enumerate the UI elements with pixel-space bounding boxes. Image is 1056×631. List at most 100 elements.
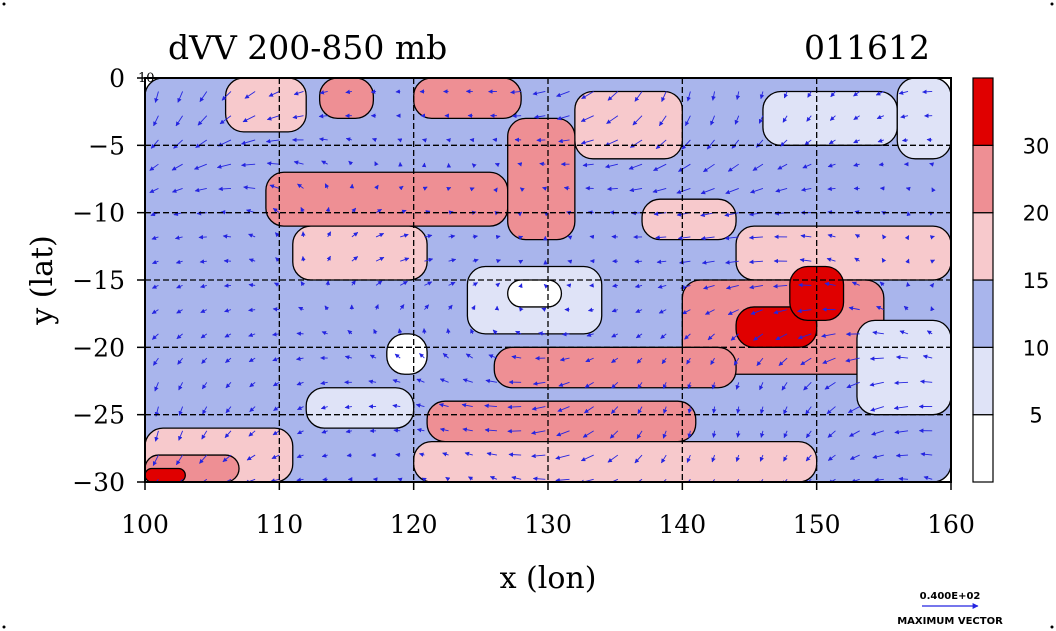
wind-vector: [750, 188, 764, 194]
wind-vector: [266, 161, 280, 166]
vector-key-caption: MAXIMUM VECTOR: [897, 616, 1003, 627]
wind-vector: [736, 406, 741, 414]
wind-vector: [558, 138, 570, 144]
wind-vector: [731, 139, 740, 149]
wind-vector: [828, 139, 836, 145]
wind-vector: [151, 309, 159, 315]
wind-vector: [752, 163, 764, 171]
wind-vector: [175, 115, 183, 127]
wind-vector: [222, 454, 232, 463]
contour-region: [426, 400, 697, 443]
wind-vector: [195, 139, 208, 149]
wind-vector: [345, 89, 352, 95]
wind-vector: [710, 357, 715, 366]
wind-vector: [773, 309, 788, 315]
wind-vector: [580, 139, 594, 145]
wind-vector: [749, 284, 764, 290]
wind-vector: [882, 234, 887, 240]
contour-region: [574, 90, 683, 160]
wind-vector: [178, 382, 184, 391]
wind-vector: [922, 89, 933, 95]
wind-vector: [321, 453, 328, 458]
wind-vector: [300, 281, 306, 287]
wind-vector: [494, 162, 500, 168]
wind-vector: [877, 138, 884, 143]
wind-vector: [711, 382, 716, 390]
vector-key-value: 0.400E+02: [920, 591, 981, 602]
wind-vector: [679, 260, 691, 265]
wind-vector: [324, 305, 330, 311]
wind-vector: [727, 163, 740, 172]
wind-vector: [177, 91, 184, 103]
wind-vector: [853, 115, 860, 120]
wind-vector: [876, 114, 885, 120]
wind-vector: [178, 478, 183, 482]
wind-vector: [710, 115, 715, 126]
wind-vector: [324, 183, 330, 189]
wind-vector: [805, 430, 812, 439]
wind-vector: [563, 186, 570, 191]
wind-vector: [637, 478, 643, 482]
wind-vector: [269, 184, 280, 189]
wind-vector: [541, 307, 547, 312]
x-axis-label: x (lon): [500, 561, 597, 596]
wind-vector: [902, 137, 909, 143]
x-axis: 100 110 120 130 140 150 160: [121, 482, 975, 539]
wind-vector: [171, 188, 183, 193]
wind-vector: [517, 162, 523, 167]
wind-vector: [930, 306, 935, 312]
wind-vector: [398, 185, 404, 191]
wind-vector: [394, 353, 401, 359]
wind-vector: [847, 406, 860, 413]
wind-vector: [244, 91, 256, 99]
wind-vector: [803, 382, 812, 391]
wind-vector: [519, 187, 525, 192]
wind-vector: [344, 404, 352, 410]
wind-vector: [854, 234, 860, 239]
wind-vector: [636, 430, 643, 439]
wind-vector: [446, 328, 451, 334]
wind-vector: [395, 452, 401, 458]
wind-vector: [582, 430, 594, 438]
wind-vector: [374, 184, 379, 190]
wind-vector: [826, 406, 836, 415]
wind-vector: [906, 281, 911, 287]
wind-vector: [707, 333, 715, 341]
wind-vector: [634, 259, 643, 264]
wind-vector: [660, 333, 667, 339]
wind-vector: [659, 115, 667, 127]
wind-vector: [266, 115, 280, 121]
wind-vector: [848, 306, 860, 311]
wind-vector: [415, 403, 425, 408]
wind-vector: [293, 160, 304, 165]
wind-vector: [273, 406, 280, 412]
wind-vector: [152, 454, 159, 466]
wind-vector: [272, 332, 280, 337]
wind-vector: [193, 163, 207, 170]
wind-vector: [370, 89, 377, 94]
wind-vector: [589, 234, 595, 240]
wind-vector: [555, 454, 570, 460]
wind-vector: [827, 163, 836, 168]
wind-vector: [248, 357, 256, 363]
wind-vector: [318, 113, 328, 119]
wind-vector: [853, 162, 860, 167]
wind-vector: [775, 187, 788, 193]
wind-vector: [580, 115, 594, 122]
wind-vector: [297, 183, 304, 189]
wind-vector: [225, 406, 232, 414]
wind-vector: [824, 381, 836, 390]
wind-vector: [678, 163, 691, 172]
wind-vector: [920, 452, 933, 457]
wind-vector: [607, 91, 619, 101]
wind-vector: [724, 212, 739, 217]
wind-vector: [442, 452, 449, 457]
wind-vector: [826, 257, 836, 262]
wind-vector: [297, 430, 304, 435]
wind-vector: [397, 138, 403, 143]
wind-vector: [371, 137, 377, 143]
wind-vector: [806, 115, 812, 122]
wind-vector: [895, 453, 909, 458]
wind-vector: [325, 280, 331, 286]
wind-vector: [628, 163, 643, 170]
